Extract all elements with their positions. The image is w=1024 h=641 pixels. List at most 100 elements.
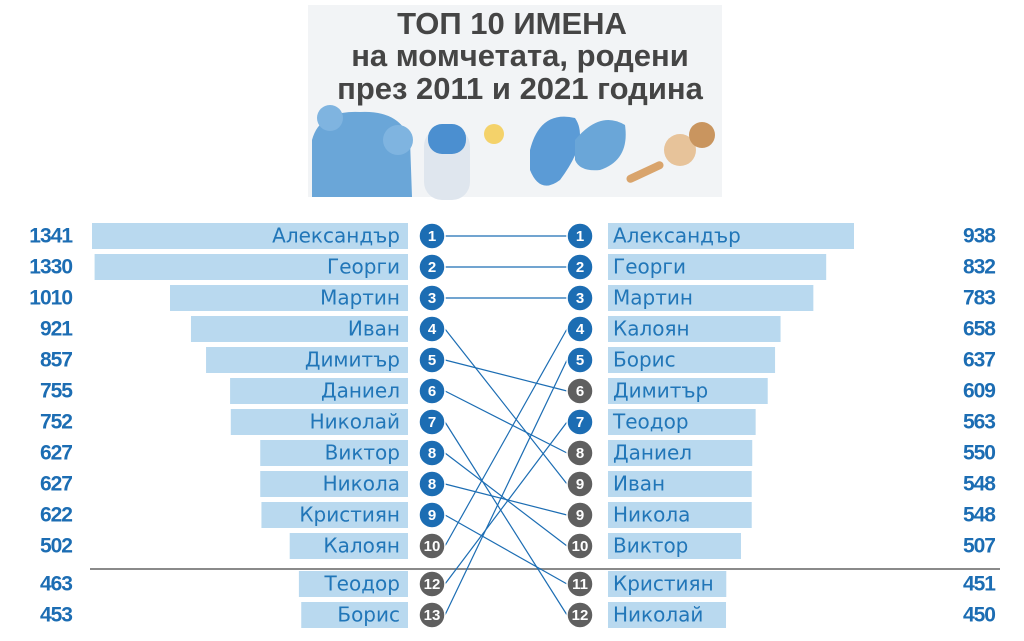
rank-badge [566, 408, 594, 436]
name-label: Виктор [325, 441, 400, 465]
value-label: 1010 [29, 287, 72, 310]
bar [230, 378, 408, 404]
rank-label: 2 [576, 259, 584, 276]
bar [608, 285, 814, 311]
bar [92, 223, 408, 249]
value-label: 548 [963, 473, 996, 496]
name-label: Димитър [613, 379, 708, 403]
rank-label: 12 [424, 576, 441, 593]
name-label: Иван [348, 317, 400, 341]
rank-badge [566, 284, 594, 312]
rank-label: 7 [576, 414, 584, 431]
rank-badge [566, 253, 594, 281]
rank-label: 8 [576, 445, 584, 462]
rank-badge [566, 315, 594, 343]
value-label: 463 [40, 573, 72, 596]
bar [169, 285, 408, 311]
bar [608, 471, 752, 497]
rank-label: 9 [576, 476, 584, 493]
title-line: на момчетата, родени [351, 38, 689, 73]
bar [94, 254, 408, 280]
name-label: Иван [613, 472, 665, 496]
name-label: Борис [613, 348, 676, 372]
name-label: Теодор [612, 410, 689, 434]
name-label: Даниел [613, 441, 692, 465]
rank-link [444, 390, 568, 454]
rank-badge [566, 570, 594, 598]
rank-badge [418, 439, 446, 467]
rank-label: 9 [576, 507, 584, 524]
bar [298, 571, 408, 597]
title-line: ТОП 10 ИМЕНА [397, 6, 627, 41]
value-label: 450 [963, 604, 995, 627]
bar [260, 440, 408, 466]
rank-badge [418, 601, 446, 629]
bar [608, 533, 741, 559]
value-label: 563 [963, 411, 995, 434]
rank-badge [418, 284, 446, 312]
rank-badge [418, 346, 446, 374]
name-label: Кристиян [299, 503, 400, 527]
rank-label: 5 [576, 352, 584, 369]
name-label: Борис [337, 603, 400, 627]
value-label: 938 [963, 225, 996, 248]
rank-label: 8 [428, 476, 436, 493]
links [444, 235, 568, 616]
name-label: Александър [613, 224, 741, 248]
rank-badge [418, 253, 446, 281]
rank-label: 13 [424, 607, 441, 624]
rank-badge [566, 439, 594, 467]
value-label: 627 [40, 473, 72, 496]
name-label: Мартин [320, 286, 400, 310]
value-label: 502 [40, 535, 72, 558]
rank-link [444, 328, 568, 485]
name-label: Александър [272, 224, 400, 248]
value-label: 609 [963, 380, 995, 403]
rank-label: 4 [428, 321, 437, 338]
bar [608, 602, 727, 628]
value-label: 658 [963, 318, 996, 341]
name-label: Никола [323, 472, 400, 496]
rank-badge [418, 222, 446, 250]
rank-label: 10 [572, 538, 589, 555]
name-label: Георги [327, 255, 400, 279]
rank-label: 9 [428, 507, 436, 524]
rank-link [444, 328, 568, 547]
rank-badge [418, 570, 446, 598]
rank-badge [566, 377, 594, 405]
rank-badge [418, 532, 446, 560]
rank-badge [566, 601, 594, 629]
rank-label: 6 [576, 383, 584, 400]
rank-label: 12 [572, 607, 589, 624]
value-label: 548 [963, 504, 996, 527]
rank-badge [566, 470, 594, 498]
rank-link [444, 483, 568, 516]
name-label: Мартин [613, 286, 693, 310]
name-label: Георги [613, 255, 686, 279]
rank-label: 5 [428, 352, 436, 369]
value-label: 507 [963, 535, 995, 558]
rank-badge [418, 408, 446, 436]
bar [608, 347, 776, 373]
bar [608, 223, 854, 249]
rank-label: 2 [428, 259, 436, 276]
rank-link [444, 359, 568, 392]
bar [190, 316, 408, 342]
value-label: 1330 [29, 256, 72, 279]
name-label: Николай [613, 603, 703, 627]
name-label: Калоян [613, 317, 690, 341]
name-label: Виктор [613, 534, 688, 558]
name-label: Никола [613, 503, 690, 527]
rank-badge [566, 532, 594, 560]
name-label: Калоян [323, 534, 400, 558]
rank-label: 11 [572, 576, 588, 593]
rank-link [444, 359, 568, 616]
value-label: 752 [40, 411, 72, 434]
bar [608, 440, 753, 466]
value-label: 451 [963, 573, 996, 596]
bar [289, 533, 408, 559]
rank-label: 3 [428, 290, 436, 307]
name-label: Николай [310, 410, 400, 434]
rank-badge [418, 315, 446, 343]
rank-badge [418, 377, 446, 405]
